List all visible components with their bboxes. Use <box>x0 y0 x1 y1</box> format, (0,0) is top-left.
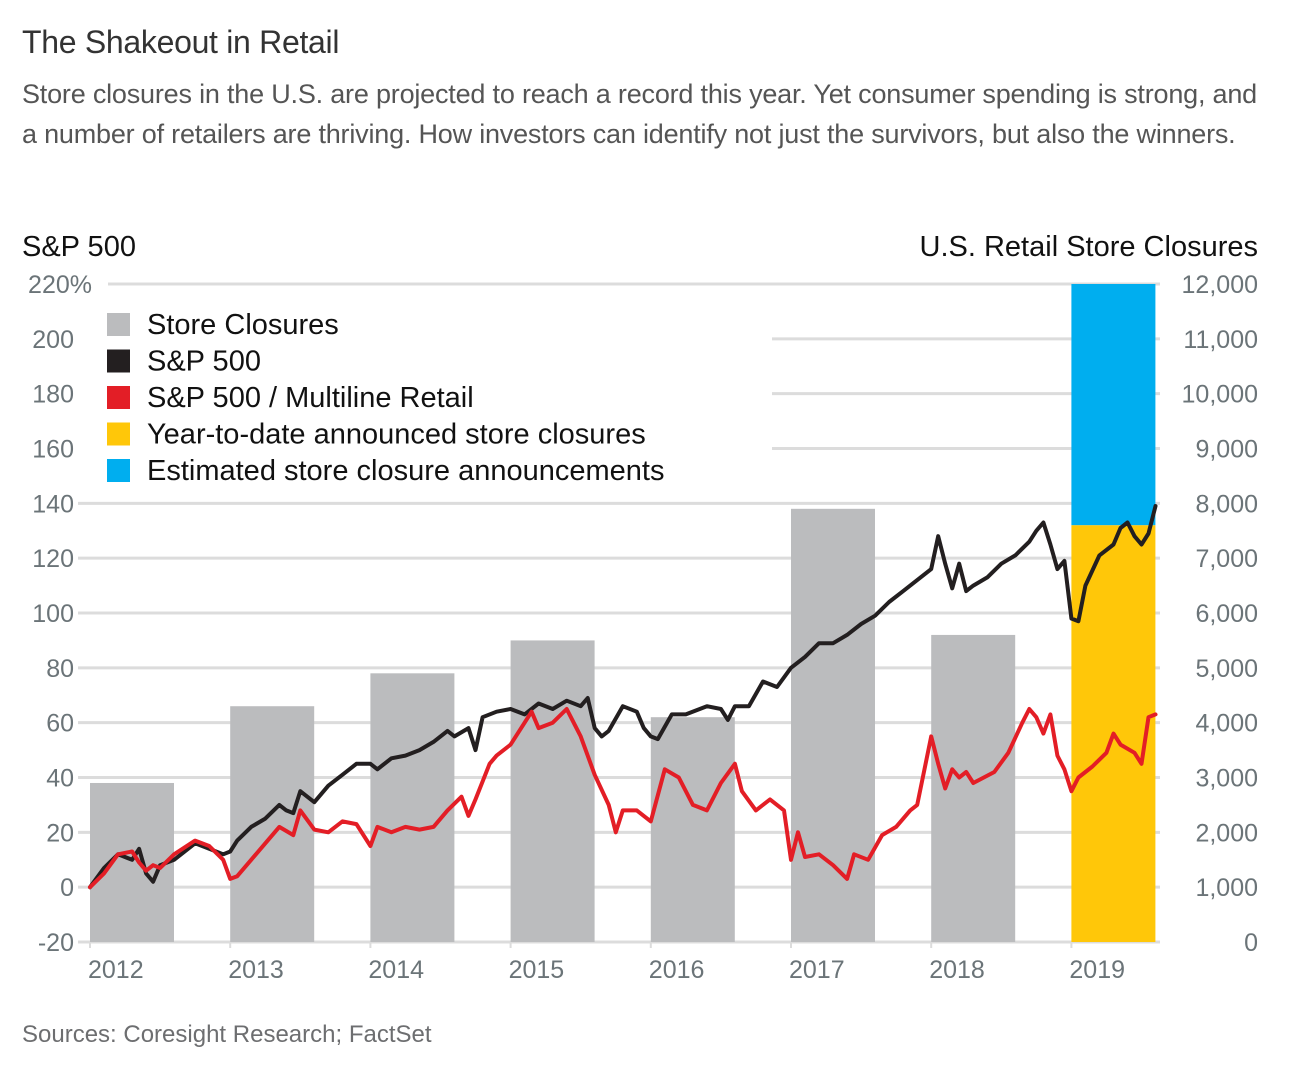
left-tick-label: 80 <box>46 655 74 683</box>
left-tick-label: 120 <box>32 545 74 573</box>
left-tick-label: 220% <box>28 271 92 299</box>
x-tick-label: 2016 <box>649 956 705 984</box>
x-tick-label: 2015 <box>509 956 565 984</box>
left-tick-label: 180 <box>32 381 74 409</box>
right-tick-label: 10,000 <box>1182 381 1258 409</box>
right-tick-label: 5,000 <box>1195 655 1258 683</box>
left-tick-label: 160 <box>32 436 74 464</box>
bar-store-closures <box>510 640 595 942</box>
legend-label: Estimated store closure announcements <box>147 455 664 487</box>
legend: Store Closures S&P 500 S&P 500 / Multiline… <box>107 309 664 487</box>
bar-store-closures <box>650 717 735 942</box>
right-axis-title: U.S. Retail Store Closures <box>919 231 1258 263</box>
right-tick-label: 3,000 <box>1195 765 1258 793</box>
right-tick-label: 6,000 <box>1195 600 1258 628</box>
left-tick-label: 200 <box>32 326 74 354</box>
left-tick-label: 100 <box>32 600 74 628</box>
bar-store-closures <box>90 782 174 942</box>
lines <box>88 504 1158 890</box>
bar-store-closures <box>370 673 455 942</box>
left-axis-title: S&P 500 <box>22 231 136 263</box>
left-tick-label: 60 <box>46 710 74 738</box>
bar-store-closures <box>791 508 875 942</box>
right-tick-label: 7,000 <box>1195 545 1258 573</box>
legend-label: S&P 500 <box>147 346 261 378</box>
right-tick-label: 8,000 <box>1195 490 1258 518</box>
legend-label: Store Closures <box>147 309 339 341</box>
x-tick-label: 2017 <box>789 956 845 984</box>
legend-swatch <box>107 459 130 482</box>
legend-swatch <box>107 349 130 373</box>
right-tick-label: 12,000 <box>1182 271 1258 299</box>
x-tick-label: 2019 <box>1069 956 1125 984</box>
legend-swatch <box>107 386 130 409</box>
bar-estimated-closures <box>1071 284 1156 526</box>
legend-swatch <box>107 313 130 336</box>
legend-label: Year-to-date announced store closures <box>147 419 646 451</box>
left-tick-label: 20 <box>46 819 74 847</box>
axes: -20 0 20 40 60 80 100 120 140 160 180 200 220% 0 1,000… <box>28 271 1258 984</box>
chart-subtitle: Store closures in the U.S. are projected… <box>22 79 1257 149</box>
right-tick-label: 0 <box>1244 929 1258 957</box>
x-tick-label: 2014 <box>368 956 424 984</box>
x-tick-label: 2013 <box>228 956 284 984</box>
bar-store-closures <box>230 706 315 942</box>
left-tick-label: 40 <box>46 765 74 793</box>
x-tick-label: 2018 <box>929 956 985 984</box>
right-tick-label: 1,000 <box>1195 874 1258 902</box>
legend-label: S&P 500 / Multiline Retail <box>147 382 474 414</box>
legend-swatch <box>107 422 130 446</box>
left-tick-label: 140 <box>32 490 74 518</box>
left-tick-label: -20 <box>38 929 74 957</box>
line-sp500-multiline-retail <box>88 707 1158 890</box>
chart-title: The Shakeout in Retail <box>22 24 340 60</box>
left-tick-label: 0 <box>60 874 74 902</box>
right-tick-label: 9,000 <box>1195 436 1258 464</box>
right-tick-label: 11,000 <box>1183 326 1258 354</box>
source-note: Sources: Coresight Research; FactSet <box>22 1021 432 1048</box>
x-tick-label: 2012 <box>88 956 144 984</box>
line-sp500 <box>88 504 1158 890</box>
right-tick-label: 4,000 <box>1195 710 1258 738</box>
right-tick-label: 2,000 <box>1195 819 1258 847</box>
